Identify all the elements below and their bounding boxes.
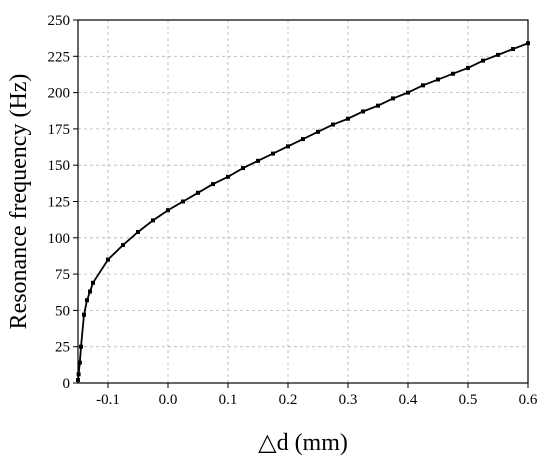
- y-tick-label: 125: [48, 195, 71, 211]
- data-point: [82, 312, 86, 317]
- x-tick-label: 0.1: [219, 392, 238, 408]
- y-tick-label: 25: [55, 340, 70, 356]
- data-point: [211, 182, 215, 187]
- data-point: [151, 218, 155, 223]
- y-tick-label: 225: [48, 49, 71, 65]
- data-point: [181, 199, 185, 204]
- data-point: [241, 166, 245, 171]
- x-tick-label: 0.6: [519, 392, 538, 408]
- y-tick-label: 175: [48, 122, 71, 138]
- y-tick-label: 100: [48, 231, 71, 247]
- y-tick-label: 50: [55, 303, 70, 319]
- data-point: [85, 298, 89, 303]
- data-point: [466, 65, 470, 70]
- data-point: [226, 174, 230, 179]
- data-point: [331, 122, 335, 127]
- data-point: [451, 71, 455, 76]
- x-tick-label: 0.0: [159, 392, 178, 408]
- y-tick-label: 0: [63, 376, 71, 392]
- data-point: [316, 129, 320, 134]
- grid-lines: [78, 20, 528, 383]
- data-point: [376, 103, 380, 108]
- series-line: [77, 42, 529, 381]
- data-point: [196, 190, 200, 195]
- data-point: [256, 158, 260, 163]
- data-point: [77, 360, 82, 365]
- y-tick-label: 250: [48, 13, 71, 29]
- data-point: [511, 47, 515, 52]
- axis-ticks: -0.1 0.0 0.1 0.2 0.3 0.4 0.5 0.6 0 25 50 75 100 125 15…: [48, 13, 538, 408]
- data-point: [436, 77, 440, 82]
- data-point: [346, 116, 350, 121]
- y-tick-label: 75: [55, 267, 70, 283]
- data-point: [166, 208, 170, 213]
- data-point: [406, 90, 410, 95]
- x-axis-label: △d (mm): [258, 430, 348, 456]
- data-point: [271, 151, 275, 156]
- data-point: [361, 109, 365, 114]
- data-point: [286, 144, 290, 149]
- data-point: [481, 58, 485, 63]
- data-point: [136, 229, 140, 234]
- data-point: [79, 344, 83, 349]
- y-tick-label: 150: [48, 158, 71, 174]
- x-tick-label: -0.1: [96, 392, 120, 408]
- y-tick-label: 200: [48, 86, 71, 102]
- y-axis-label: Resonance frequency (Hz): [6, 74, 32, 330]
- data-point: [121, 243, 125, 248]
- data-point: [496, 52, 500, 57]
- x-tick-label: 0.2: [279, 392, 298, 408]
- x-tick-label: 0.5: [459, 392, 478, 408]
- data-point: [88, 289, 92, 294]
- x-tick-label: 0.4: [399, 392, 418, 408]
- data-point: [421, 83, 425, 88]
- data-point: [106, 257, 110, 262]
- data-point: [391, 96, 395, 101]
- data-point: [301, 137, 305, 142]
- x-tick-label: 0.3: [339, 392, 358, 408]
- data-point: [91, 280, 95, 285]
